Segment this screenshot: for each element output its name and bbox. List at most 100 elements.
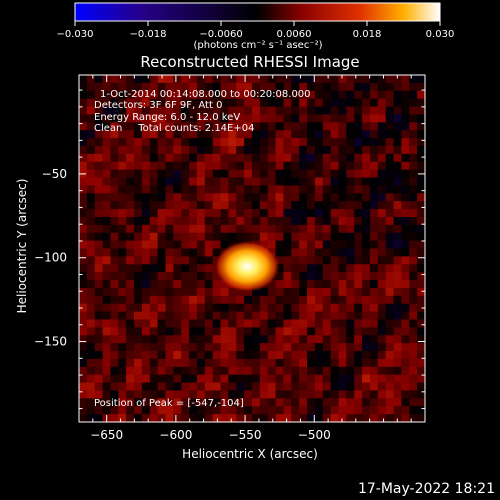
heatmap-cell xyxy=(307,201,316,210)
heatmap-cell xyxy=(220,185,230,194)
heatmap-cell xyxy=(244,185,253,194)
heatmap-cell xyxy=(330,169,340,179)
heatmap-cell xyxy=(330,161,340,171)
heatmap-cell xyxy=(346,398,355,407)
heatmap-cell xyxy=(275,390,285,399)
heatmap-cell xyxy=(417,122,425,131)
heatmap-cell xyxy=(252,319,261,328)
heatmap-cell xyxy=(79,185,88,194)
heatmap-cell xyxy=(259,90,269,100)
heatmap-cell xyxy=(346,161,355,171)
heatmap-cell xyxy=(307,414,316,422)
heatmap-cell xyxy=(346,90,355,100)
heatmap-cell xyxy=(220,153,230,163)
heatmap-cell xyxy=(275,98,285,108)
heatmap-cell xyxy=(346,390,355,399)
heatmap-cell xyxy=(307,153,316,163)
heatmap-cell xyxy=(196,209,206,218)
heatmap-cell xyxy=(362,114,371,123)
heatmap-cell xyxy=(338,232,347,242)
heatmap-cell xyxy=(275,209,285,218)
heatmap-cell xyxy=(228,303,237,313)
heatmap-cell xyxy=(385,319,395,328)
heatmap-cell xyxy=(291,287,300,297)
heatmap-cell xyxy=(362,98,371,108)
heatmap-cell xyxy=(86,90,96,100)
heatmap-cell xyxy=(102,248,112,257)
heatmap-cell xyxy=(220,327,230,336)
heatmap-cell xyxy=(204,406,214,415)
heatmap-cell xyxy=(267,295,277,305)
heatmap-cell xyxy=(401,122,410,131)
heatmap-cell xyxy=(126,185,135,194)
flare-source xyxy=(214,240,281,293)
heatmap-cell xyxy=(322,169,332,179)
heatmap-cell xyxy=(126,98,135,108)
heatmap-cell xyxy=(259,414,269,422)
heatmap-cell xyxy=(165,406,174,415)
heatmap-cell xyxy=(149,169,159,179)
heatmap-cell xyxy=(252,335,261,344)
heatmap-cell xyxy=(220,90,230,100)
heatmap-cell xyxy=(86,311,96,321)
heatmap-cell xyxy=(212,287,222,297)
heatmap-cell xyxy=(393,272,403,281)
heatmap-cell xyxy=(134,122,143,131)
heatmap-cell xyxy=(299,398,308,407)
heatmap-cell xyxy=(220,201,230,210)
heatmap-cell xyxy=(283,406,292,415)
heatmap-cell xyxy=(401,248,410,257)
heatmap-cell xyxy=(259,398,269,407)
heatmap-cell xyxy=(141,169,151,179)
heatmap-cell xyxy=(299,138,308,147)
heatmap-cell xyxy=(385,398,395,407)
heatmap-cell xyxy=(346,358,355,368)
heatmap-cell xyxy=(86,169,96,179)
heatmap-cell xyxy=(369,224,379,234)
heatmap-cell xyxy=(134,343,143,352)
heatmap-cell xyxy=(165,161,174,171)
heatmap-cell xyxy=(252,406,261,415)
heatmap-cell xyxy=(330,122,340,131)
heatmap-cell xyxy=(252,366,261,376)
heatmap-cell xyxy=(252,382,261,392)
heatmap-cell xyxy=(322,398,332,407)
heatmap-cell xyxy=(94,295,104,305)
heatmap-cell xyxy=(165,153,174,163)
heatmap-cell xyxy=(173,335,182,344)
heatmap-cell xyxy=(275,90,285,100)
heatmap-cell xyxy=(275,303,285,313)
heatmap-cell xyxy=(401,240,410,250)
heatmap-cell xyxy=(267,311,277,321)
heatmap-cell xyxy=(362,272,371,281)
heatmap-cell xyxy=(79,366,88,376)
heatmap-cell xyxy=(369,390,379,399)
heatmap-cell xyxy=(338,98,347,108)
heatmap-cell xyxy=(354,327,363,336)
heatmap-cell xyxy=(299,82,308,92)
heatmap-cell xyxy=(369,311,379,321)
heatmap-cell xyxy=(196,335,206,344)
heatmap-cell xyxy=(322,382,332,392)
heatmap-cell xyxy=(314,114,324,123)
heatmap-cell xyxy=(409,98,418,108)
heatmap-cell xyxy=(377,311,387,321)
heatmap-cell xyxy=(102,398,112,407)
heatmap-cell xyxy=(314,153,324,163)
heatmap-cell xyxy=(102,382,112,392)
heatmap-cell xyxy=(267,232,277,242)
heatmap-cell xyxy=(369,138,379,147)
heatmap-cell xyxy=(94,185,104,194)
heatmap-cell xyxy=(196,351,206,360)
heatmap-cell xyxy=(149,224,159,234)
heatmap-cell xyxy=(204,374,214,384)
heatmap-cell xyxy=(322,114,332,123)
heatmap-cell xyxy=(118,82,127,92)
heatmap-cell xyxy=(291,398,300,407)
peak-position-label: Position of Peak = [-547,-104] xyxy=(94,398,244,409)
heatmap-cell xyxy=(369,185,379,194)
heatmap-cell xyxy=(110,122,119,131)
heatmap-cell xyxy=(314,374,324,384)
heatmap-cell xyxy=(110,358,119,368)
heatmap-cell xyxy=(252,287,261,297)
